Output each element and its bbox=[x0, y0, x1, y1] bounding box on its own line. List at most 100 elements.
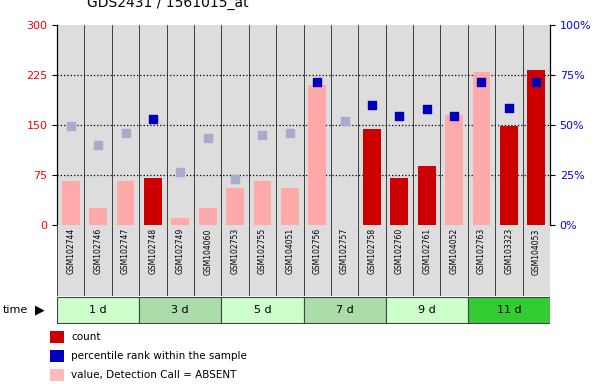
Point bbox=[258, 132, 267, 138]
Bar bbox=[166, 25, 194, 225]
Text: GDS2431 / 1561015_at: GDS2431 / 1561015_at bbox=[87, 0, 249, 10]
Text: 7 d: 7 d bbox=[336, 305, 353, 314]
Bar bbox=[527, 70, 545, 225]
Bar bbox=[391, 178, 408, 225]
Bar bbox=[85, 25, 112, 225]
Bar bbox=[495, 25, 522, 225]
Text: GSM102760: GSM102760 bbox=[395, 228, 404, 275]
Text: GSM102744: GSM102744 bbox=[66, 228, 75, 275]
Point bbox=[422, 106, 432, 113]
Bar bbox=[500, 126, 517, 225]
Bar bbox=[171, 218, 189, 225]
Text: GSM102757: GSM102757 bbox=[340, 228, 349, 275]
Bar bbox=[468, 225, 495, 296]
Text: GSM104051: GSM104051 bbox=[285, 228, 294, 275]
Bar bbox=[112, 225, 139, 296]
Text: GSM102747: GSM102747 bbox=[121, 228, 130, 275]
Text: count: count bbox=[72, 332, 101, 343]
Bar bbox=[445, 115, 463, 225]
Point bbox=[93, 142, 103, 148]
Text: GSM102758: GSM102758 bbox=[367, 228, 376, 274]
Text: percentile rank within the sample: percentile rank within the sample bbox=[72, 351, 247, 361]
Bar bbox=[85, 225, 112, 296]
Bar bbox=[304, 225, 331, 296]
Bar bbox=[413, 25, 441, 225]
Bar bbox=[194, 25, 221, 225]
Bar bbox=[363, 129, 381, 225]
Bar bbox=[139, 225, 166, 296]
Text: GSM104060: GSM104060 bbox=[203, 228, 212, 275]
FancyBboxPatch shape bbox=[304, 297, 386, 323]
Bar bbox=[522, 25, 550, 225]
Bar bbox=[90, 208, 107, 225]
Bar bbox=[522, 225, 550, 296]
Text: GSM102749: GSM102749 bbox=[176, 228, 185, 275]
Point bbox=[203, 135, 213, 141]
Text: GSM103323: GSM103323 bbox=[504, 228, 513, 275]
Text: ▶: ▶ bbox=[35, 304, 44, 317]
Point bbox=[66, 123, 76, 129]
Point bbox=[148, 116, 157, 122]
Text: 11 d: 11 d bbox=[496, 305, 521, 314]
Bar bbox=[495, 225, 522, 296]
FancyBboxPatch shape bbox=[139, 297, 221, 323]
Text: GSM102761: GSM102761 bbox=[423, 228, 431, 274]
Bar bbox=[441, 25, 468, 225]
Bar bbox=[144, 178, 162, 225]
Point bbox=[230, 176, 240, 182]
Bar bbox=[472, 71, 490, 225]
Bar bbox=[57, 225, 85, 296]
Point bbox=[121, 130, 130, 136]
Point bbox=[450, 113, 459, 119]
Bar bbox=[254, 181, 271, 225]
Bar bbox=[441, 225, 468, 296]
Bar bbox=[226, 188, 244, 225]
Bar bbox=[221, 225, 249, 296]
Point bbox=[367, 102, 377, 108]
Text: GSM104053: GSM104053 bbox=[532, 228, 541, 275]
Text: GSM102756: GSM102756 bbox=[313, 228, 322, 275]
Bar bbox=[221, 25, 249, 225]
Bar bbox=[112, 25, 139, 225]
Bar bbox=[386, 225, 413, 296]
Bar bbox=[281, 188, 299, 225]
Bar bbox=[331, 25, 358, 225]
Bar bbox=[358, 225, 386, 296]
Text: GSM102753: GSM102753 bbox=[231, 228, 240, 275]
Point bbox=[175, 169, 185, 175]
Bar bbox=[468, 25, 495, 225]
Bar bbox=[418, 166, 436, 225]
Bar bbox=[249, 225, 276, 296]
Point bbox=[394, 113, 404, 119]
Point bbox=[340, 118, 349, 124]
Text: GSM102746: GSM102746 bbox=[94, 228, 103, 275]
Bar bbox=[249, 25, 276, 225]
FancyBboxPatch shape bbox=[57, 297, 139, 323]
Bar bbox=[199, 208, 216, 225]
Text: 5 d: 5 d bbox=[254, 305, 271, 314]
Point bbox=[531, 78, 541, 84]
Bar bbox=[117, 181, 135, 225]
Point bbox=[477, 78, 486, 84]
Bar bbox=[57, 25, 85, 225]
FancyBboxPatch shape bbox=[386, 297, 468, 323]
Bar bbox=[166, 225, 194, 296]
Point bbox=[285, 130, 294, 136]
FancyBboxPatch shape bbox=[50, 369, 64, 381]
Text: GSM104052: GSM104052 bbox=[450, 228, 459, 275]
FancyBboxPatch shape bbox=[50, 350, 64, 362]
Text: GSM102755: GSM102755 bbox=[258, 228, 267, 275]
Bar bbox=[139, 25, 166, 225]
Point bbox=[504, 105, 514, 111]
Bar bbox=[308, 85, 326, 225]
Text: time: time bbox=[3, 305, 28, 315]
FancyBboxPatch shape bbox=[50, 331, 64, 343]
FancyBboxPatch shape bbox=[221, 297, 304, 323]
Text: GSM102748: GSM102748 bbox=[148, 228, 157, 274]
Bar bbox=[386, 25, 413, 225]
Bar bbox=[194, 225, 221, 296]
Bar bbox=[276, 225, 304, 296]
Bar bbox=[304, 25, 331, 225]
Text: 1 d: 1 d bbox=[90, 305, 107, 314]
Text: 3 d: 3 d bbox=[171, 305, 189, 314]
